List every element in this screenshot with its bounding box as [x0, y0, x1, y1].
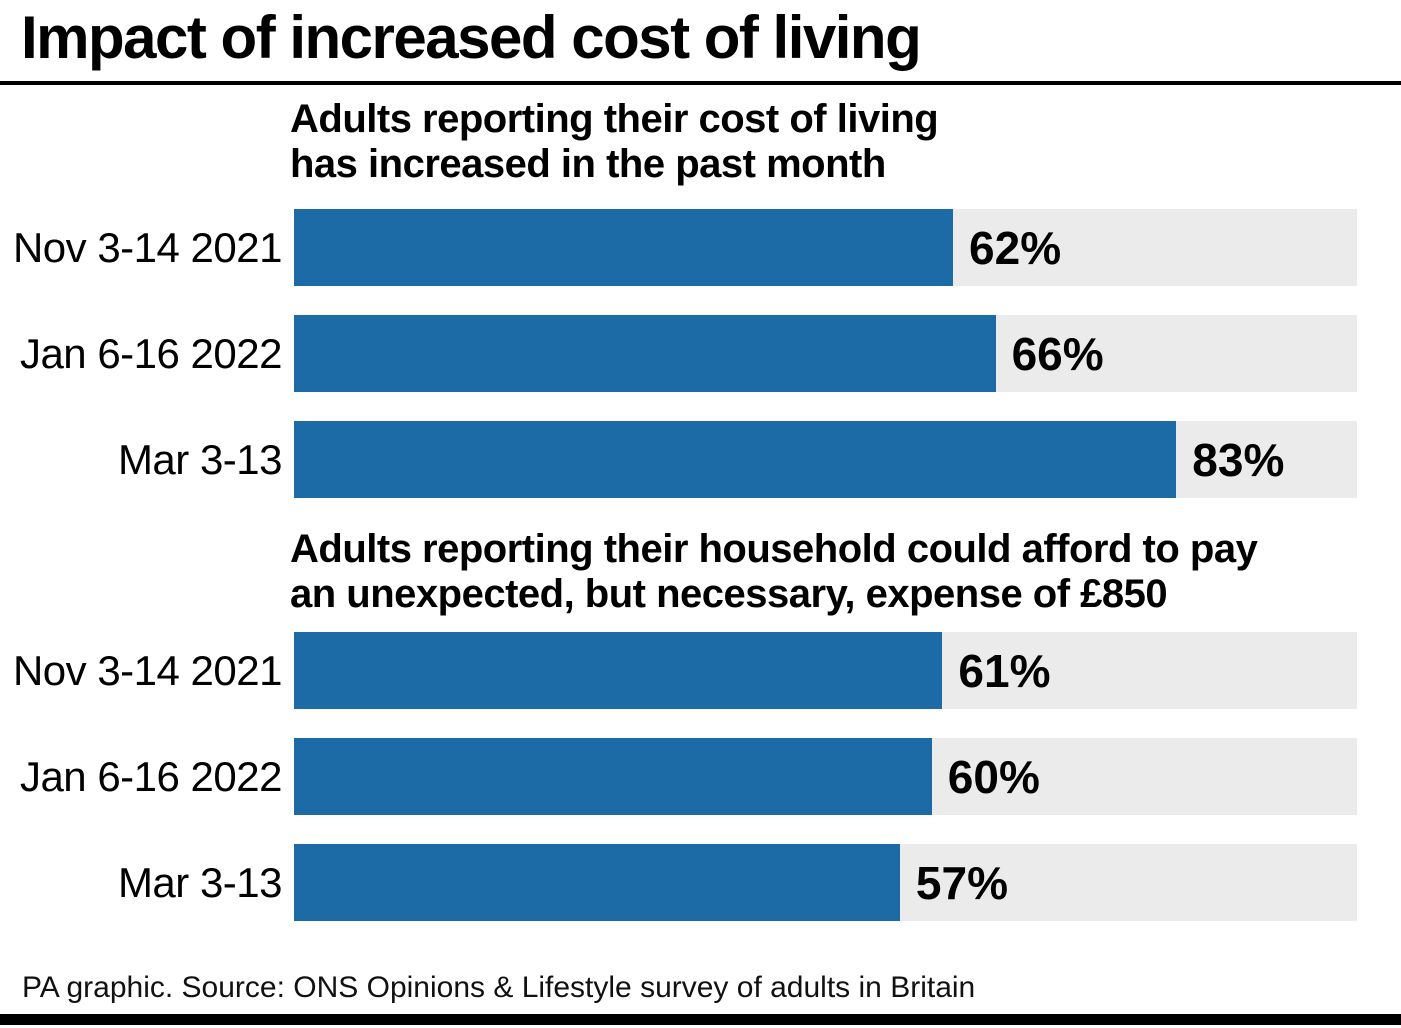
bar-track: 66%	[294, 315, 1357, 392]
title-rule	[0, 81, 1401, 85]
chart-row: Jan 6-16 2022 60%	[0, 738, 1401, 815]
bar	[294, 209, 954, 286]
category-label: Jan 6-16 2022	[19, 330, 283, 377]
value-label: 57%	[915, 856, 1008, 909]
bar-track: 60%	[294, 738, 1357, 815]
bar	[294, 844, 900, 921]
value-label: 60%	[947, 750, 1040, 803]
bar-track: 61%	[294, 632, 1357, 709]
chart-row: Nov 3-14 2021 61%	[0, 632, 1401, 709]
page-title: Impact of increased cost of living	[21, 4, 922, 71]
bar	[294, 421, 1177, 498]
chart-row: Mar 3-13 57%	[0, 844, 1401, 921]
category-label: Mar 3-13	[117, 436, 283, 483]
chart-section-1: Adults reporting their cost of living ha…	[0, 97, 1401, 498]
value-label: 66%	[1011, 327, 1104, 380]
bar	[294, 315, 996, 392]
bar	[294, 632, 943, 709]
bar-track: 83%	[294, 421, 1357, 498]
bar-track: 57%	[294, 844, 1357, 921]
chart-row: Mar 3-13 83%	[0, 421, 1401, 498]
category-label: Mar 3-13	[117, 859, 283, 906]
chart-row: Jan 6-16 2022 66%	[0, 315, 1401, 392]
bottom-bar	[0, 1014, 1401, 1025]
value-label: 83%	[1192, 433, 1285, 486]
chart-section-2: Adults reporting their household could a…	[0, 527, 1401, 921]
charts-container: Adults reporting their cost of living ha…	[0, 97, 1401, 921]
value-label: 61%	[958, 644, 1051, 697]
bar	[294, 738, 932, 815]
source-note: PA graphic. Source: ONS Opinions & Lifes…	[22, 971, 976, 1004]
chart-subtitle: Adults reporting their cost of living ha…	[290, 97, 939, 186]
category-label: Nov 3-14 2021	[12, 224, 283, 271]
category-label: Jan 6-16 2022	[19, 753, 283, 800]
chart-row: Nov 3-14 2021 62%	[0, 209, 1401, 286]
bar-track: 62%	[294, 209, 1357, 286]
value-label: 62%	[969, 221, 1062, 274]
category-label: Nov 3-14 2021	[12, 647, 283, 694]
chart-subtitle: Adults reporting their household could a…	[290, 527, 1258, 616]
